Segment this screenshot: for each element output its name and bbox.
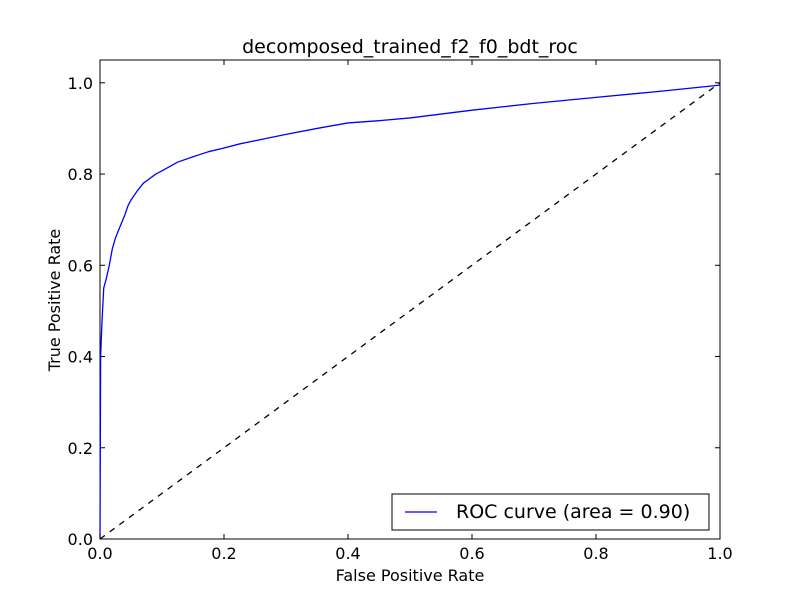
series-layer [99,82,721,540]
legend: ROC curve (area = 0.90) [391,493,710,531]
x-tick-label: 0.6 [459,544,484,563]
y-axis-label: True Positive Rate [45,229,64,373]
legend-box [391,493,710,531]
plot-frame [99,59,721,540]
chance-line [99,82,721,540]
plot-area: 0.0 0.2 0.4 0.6 0.8 1.0 0.0 0.2 0.4 0.6 0.8 1.0 [68,59,733,563]
y-tick-label: 0.0 [68,530,93,549]
x-tick-label: 0.0 [87,544,112,563]
tick-layer: 0.0 0.2 0.4 0.6 0.8 1.0 0.0 0.2 0.4 0.6 0.8 1.0 [68,60,733,563]
y-tick-label: 1.0 [68,74,93,93]
x-tick-label: 0.2 [211,544,236,563]
y-tick-label: 0.8 [68,165,93,184]
x-tick-label: 0.4 [335,544,360,563]
x-tick-label: 0.8 [583,544,608,563]
x-axis-label: False Positive Rate [336,566,485,585]
y-tick-label: 0.4 [68,348,93,367]
y-tick-label: 0.6 [68,256,93,275]
roc-curve-line [99,84,721,540]
x-tick-label: 1.0 [707,544,732,563]
legend-label: ROC curve (area = 0.90) [456,501,690,523]
y-tick-label: 0.2 [68,439,93,458]
chart-title: decomposed_trained_f2_f0_bdt_roc [242,36,578,58]
